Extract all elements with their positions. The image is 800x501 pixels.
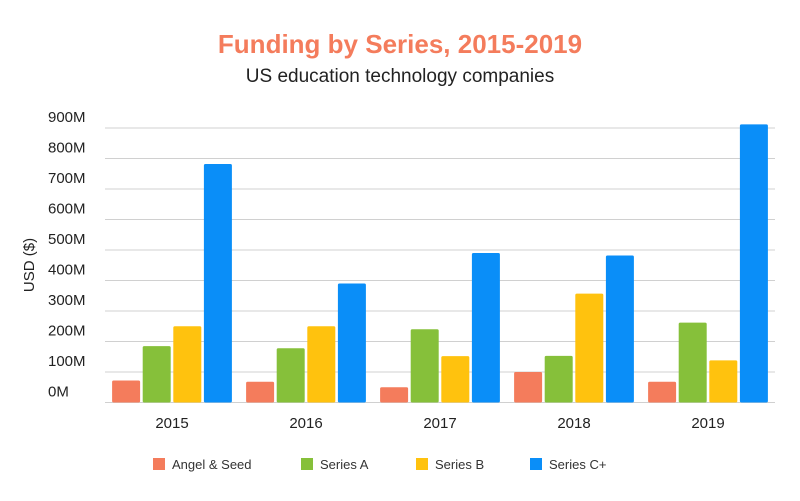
x-tick-label: 2019 xyxy=(691,415,724,432)
bar-series-b-2017 xyxy=(441,356,470,403)
bar-series-a-2016 xyxy=(276,348,305,403)
bar-angel-seed-2019 xyxy=(648,381,677,403)
bar-series-a-2015 xyxy=(142,346,171,403)
legend-swatch xyxy=(530,458,542,470)
x-tick-label: 2015 xyxy=(155,415,188,432)
x-tick-label: 2018 xyxy=(557,415,590,432)
x-tick-label: 2017 xyxy=(423,415,456,432)
y-tick-label: 300M xyxy=(48,292,86,309)
y-tick-label: 500M xyxy=(48,231,86,248)
y-axis-ticks: 0M 100M 200M 300M 400M 500M 600M 700M 800M 900M xyxy=(48,109,86,401)
y-tick-label: 900M xyxy=(48,109,86,126)
bar-angel-seed-2016 xyxy=(246,381,275,403)
legend-label: Series A xyxy=(320,457,369,472)
y-tick-label: 0M xyxy=(48,384,69,401)
bar-angel-seed-2015 xyxy=(112,380,141,403)
legend-swatch xyxy=(416,458,428,470)
y-tick-label: 200M xyxy=(48,323,86,340)
legend-label: Angel & Seed xyxy=(172,457,252,472)
y-tick-label: 600M xyxy=(48,201,86,218)
x-tick-label: 2016 xyxy=(289,415,322,432)
legend-swatch xyxy=(301,458,313,470)
bar-series-b-2016 xyxy=(307,326,336,403)
legend-swatch xyxy=(153,458,165,470)
bar-series-b-2015 xyxy=(173,326,202,403)
x-axis-ticks: 2015 2016 2017 2018 2019 xyxy=(155,415,724,432)
bar-series-a-2019 xyxy=(678,322,707,403)
chart-subtitle: US education technology companies xyxy=(246,66,554,87)
y-tick-label: 700M xyxy=(48,170,86,187)
bar-series-c--2016 xyxy=(337,283,366,403)
bar-series-a-2017 xyxy=(410,329,439,403)
bar-series-a-2018 xyxy=(544,355,573,403)
bar-series-c--2019 xyxy=(739,124,768,403)
bar-series-b-2018 xyxy=(575,293,604,403)
chart-title: Funding by Series, 2015-2019 xyxy=(218,29,582,59)
bars xyxy=(112,124,768,403)
bar-angel-seed-2017 xyxy=(380,387,409,403)
y-tick-label: 800M xyxy=(48,140,86,157)
bar-series-c--2017 xyxy=(471,253,500,403)
y-tick-label: 400M xyxy=(48,262,86,279)
bar-series-c--2015 xyxy=(203,163,232,403)
legend-label: Series B xyxy=(435,457,484,472)
legend: Angel & Seed Series A Series B Series C+ xyxy=(153,457,606,472)
y-tick-label: 100M xyxy=(48,353,86,370)
y-axis-label: USD ($) xyxy=(21,238,38,292)
legend-label: Series C+ xyxy=(549,457,606,472)
bar-angel-seed-2018 xyxy=(514,372,543,403)
bar-series-c--2018 xyxy=(605,255,634,403)
bar-series-b-2019 xyxy=(709,360,738,403)
